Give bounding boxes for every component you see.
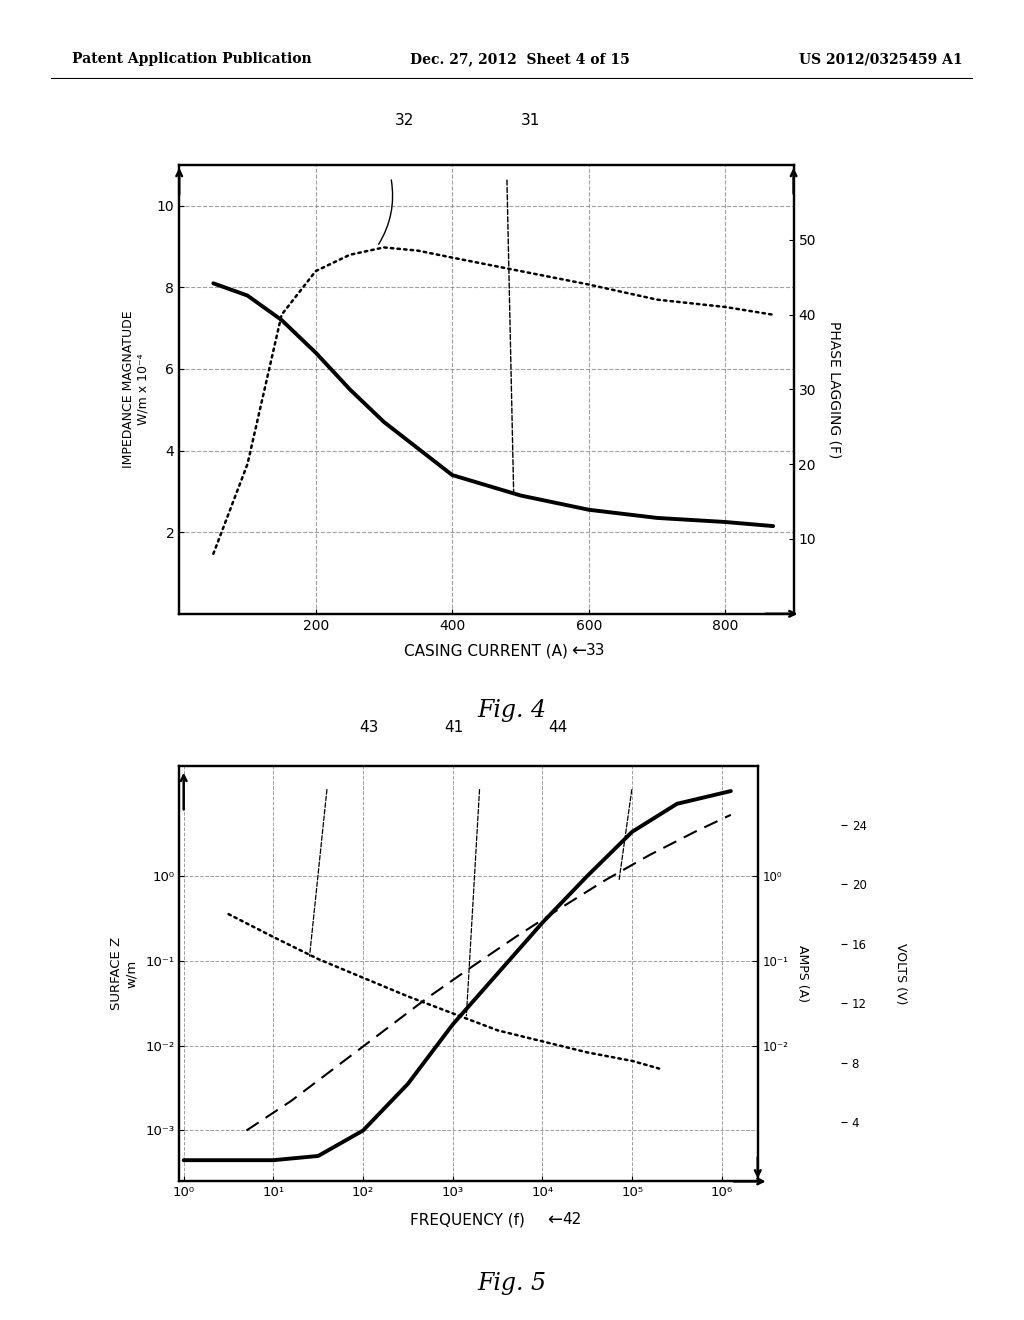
Y-axis label: PHASE LAGGING (F): PHASE LAGGING (F) [827,321,841,458]
Text: FREQUENCY (f): FREQUENCY (f) [410,1212,524,1228]
Text: Dec. 27, 2012  Sheet 4 of 15: Dec. 27, 2012 Sheet 4 of 15 [410,53,630,66]
Text: 33: 33 [586,643,605,659]
Text: 41: 41 [444,721,463,735]
Y-axis label: AMPS (A): AMPS (A) [796,945,809,1002]
Text: Fig. 4: Fig. 4 [477,698,547,722]
Y-axis label: SURFACE Z
w/m: SURFACE Z w/m [111,937,138,1010]
Text: ←: ← [547,1210,562,1229]
Y-axis label: IMPEDANCE MAGNATUDE
W/m x 10⁻⁴: IMPEDANCE MAGNATUDE W/m x 10⁻⁴ [122,310,150,469]
Text: 42: 42 [562,1212,582,1228]
Text: CASING CURRENT (A): CASING CURRENT (A) [404,643,568,659]
Text: 43: 43 [359,721,378,735]
Text: Fig. 5: Fig. 5 [477,1271,547,1295]
Text: ←: ← [571,642,587,660]
Text: Patent Application Publication: Patent Application Publication [72,53,311,66]
Text: 32: 32 [395,114,414,128]
Text: 44: 44 [549,721,567,735]
Text: 31: 31 [521,114,540,128]
Text: US 2012/0325459 A1: US 2012/0325459 A1 [799,53,963,66]
Y-axis label: VOLTS (V): VOLTS (V) [895,942,907,1005]
